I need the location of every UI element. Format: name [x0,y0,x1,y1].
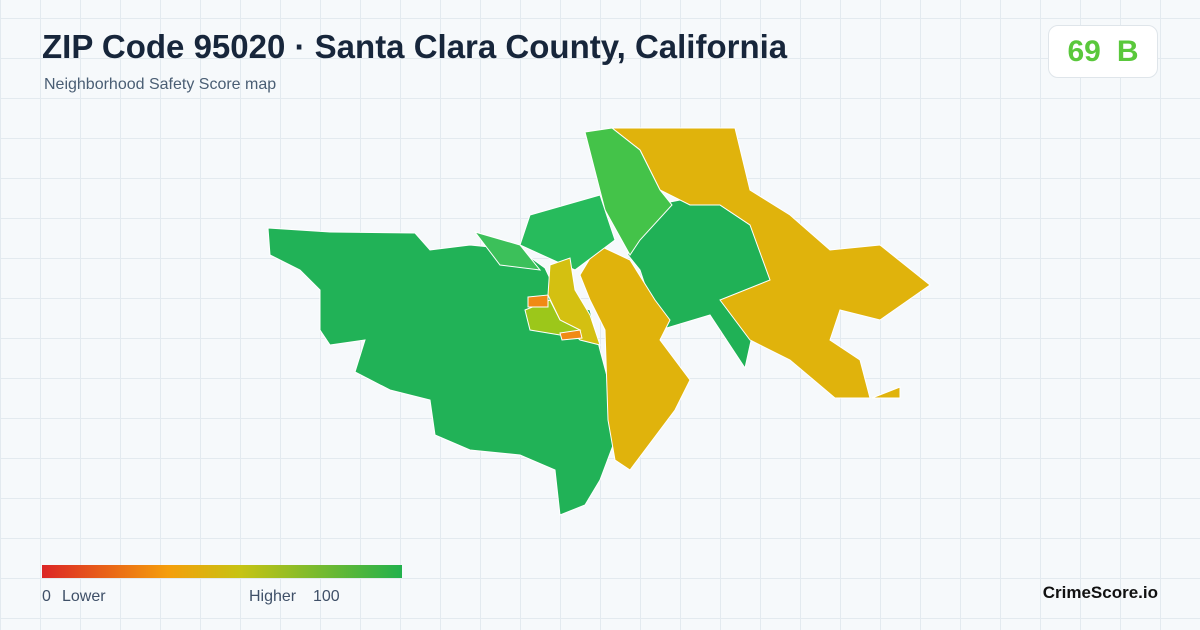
region [610,127,931,399]
score-value: 69 [1067,34,1101,68]
title: ZIP Code 95020 · Santa Clara County, Cal… [42,28,788,65]
region [527,294,549,308]
score-badge: 69 B [1048,25,1158,78]
region [584,127,673,256]
region [871,386,901,399]
brand: CrimeScore.io [1042,583,1158,602]
legend-gradient [42,565,402,578]
score-grade: B [1116,34,1139,68]
region [579,244,691,471]
subtitle: Neighborhood Safety Score map [44,76,277,93]
legend-min-label: Lower [62,588,106,605]
legend-max: 100 [313,588,340,605]
region [519,194,616,271]
legend-min: 0 [42,588,51,605]
region [559,329,583,341]
region [473,231,542,271]
legend-max-label: Higher [249,588,297,605]
